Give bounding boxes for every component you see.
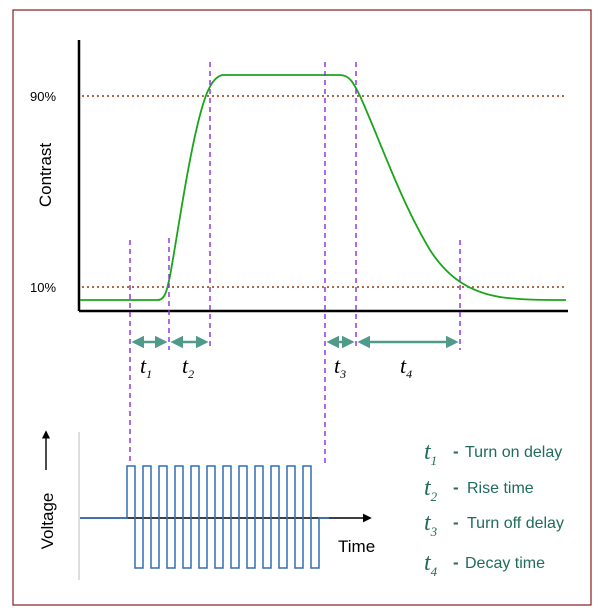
diagram-frame: [12, 9, 592, 606]
legend-item-t4: t4 - Decay time: [424, 550, 545, 579]
threshold-10-label: 10%: [30, 280, 56, 295]
contrast-graph: 90% 10% Contrast: [30, 40, 568, 313]
legend-dash-t1: -: [453, 442, 459, 461]
legend-text-t1: Turn on delay: [465, 444, 562, 461]
voltage-axis-label: Voltage: [38, 493, 57, 550]
legend-text-t2: Rise time: [467, 480, 534, 497]
contrast-response-curve: [80, 74, 567, 301]
interval-labels: t1 t2 t3 t4: [140, 353, 412, 381]
legend-item-t2: t2 - Rise time: [424, 475, 534, 504]
legend-symbol-t1: t1: [424, 439, 437, 468]
interval-label-t4: t4: [400, 353, 412, 381]
legend-symbol-t2: t2: [424, 475, 438, 504]
legend-item-t1: t1 - Turn on delay: [424, 439, 562, 468]
voltage-graph: Voltage Time: [38, 430, 375, 580]
legend-item-t3: t3 - Turn off delay: [424, 510, 564, 539]
legend-symbol-t4: t4: [424, 550, 438, 579]
legend-dash-t2: -: [453, 478, 459, 497]
legend: t1 - Turn on delay t2 - Rise time t3 - T…: [424, 439, 564, 579]
legend-dash-t4: -: [453, 553, 459, 572]
interval-label-t1: t1: [140, 353, 152, 381]
legend-text-t3: Turn off delay: [467, 515, 564, 532]
legend-symbol-t3: t3: [424, 510, 438, 539]
timing-markers: [129, 62, 461, 465]
time-axis-label: Time: [338, 537, 375, 556]
threshold-90-label: 90%: [30, 89, 56, 104]
voltage-pulse-train: [80, 465, 329, 569]
legend-text-t4: Decay time: [465, 555, 545, 572]
legend-dash-t3: -: [453, 513, 459, 532]
interval-label-t3: t3: [334, 353, 346, 381]
contrast-axis-label: Contrast: [36, 143, 55, 208]
interval-label-t2: t2: [182, 353, 194, 381]
